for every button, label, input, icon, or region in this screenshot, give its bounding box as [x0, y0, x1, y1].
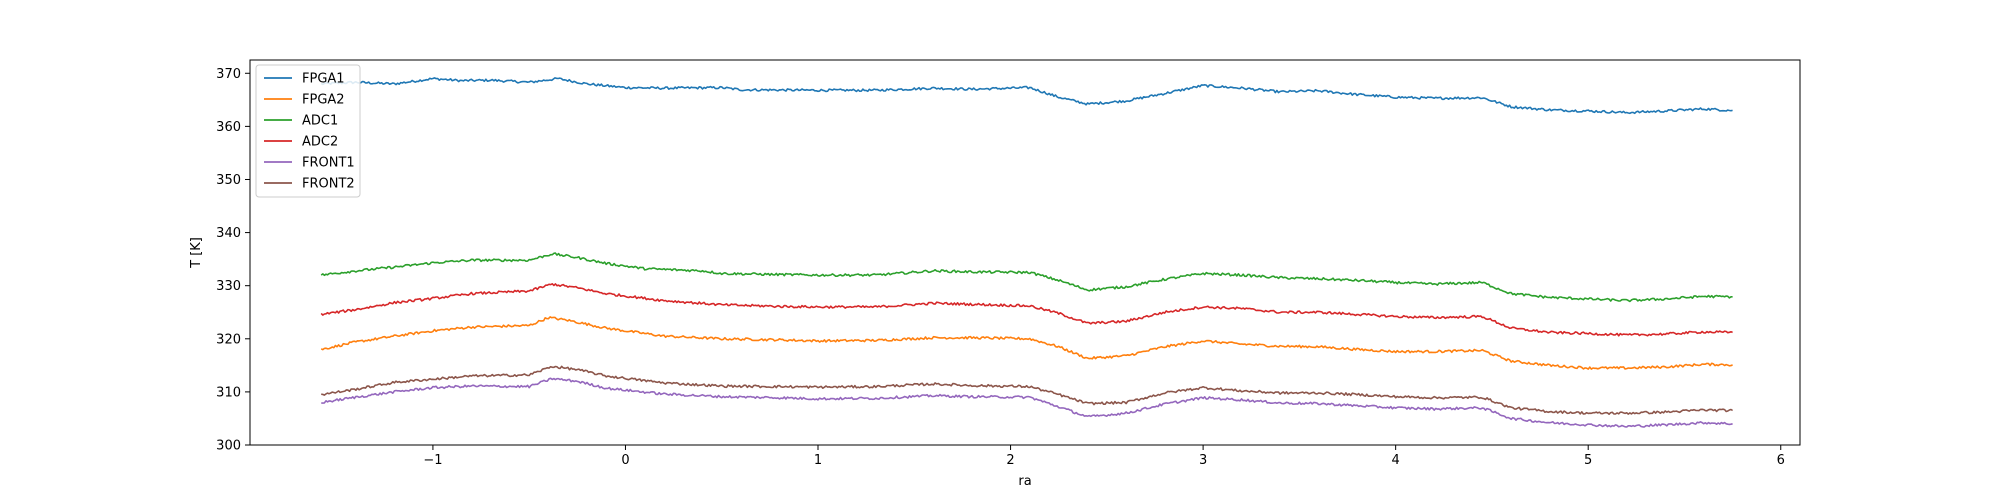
x-tick-label: 4 — [1392, 453, 1400, 468]
series-line-adc1 — [320, 252, 1733, 303]
y-tick-label: 370 — [216, 67, 241, 82]
x-tick-label: 5 — [1584, 453, 1592, 468]
x-tick-label: 6 — [1777, 453, 1785, 468]
legend-entry-adc2: ADC2 — [302, 135, 338, 150]
plot-lines — [320, 77, 1734, 428]
legend-entry-front1: FRONT1 — [302, 156, 355, 171]
legend: FPGA1 FPGA2 ADC1 ADC2 FRONT1 FRONT2 — [255, 64, 361, 198]
legend-entry-fpga2: FPGA2 — [302, 93, 345, 108]
y-axis-ticks: 300 310 320 330 340 350 360 370 — [216, 67, 250, 454]
series-line-front2 — [321, 365, 1734, 416]
series-line-adc2 — [320, 282, 1733, 337]
legend-entry-front2: FRONT2 — [302, 177, 355, 192]
plot-frame — [249, 59, 1801, 446]
y-tick-label: 320 — [216, 332, 241, 347]
x-tick-label: −1 — [423, 453, 442, 468]
x-tick-label: 3 — [1199, 453, 1207, 468]
x-tick-label: 2 — [1006, 453, 1014, 468]
y-axis-label: T [K] — [189, 237, 204, 269]
y-tick-label: 330 — [216, 279, 241, 294]
y-tick-label: 350 — [216, 173, 241, 188]
y-tick-label: 310 — [216, 385, 241, 400]
legend-box — [255, 64, 361, 198]
y-tick-label: 300 — [216, 439, 241, 454]
x-tick-label: 1 — [814, 453, 822, 468]
legend-entry-fpga1: FPGA1 — [302, 72, 345, 87]
series-line-fpga1 — [320, 77, 1733, 115]
legend-entry-adc1: ADC1 — [302, 114, 338, 129]
x-axis-label: ra — [1018, 474, 1031, 489]
series-line-fpga2 — [320, 316, 1733, 370]
y-tick-label: 360 — [216, 120, 241, 135]
y-tick-label: 340 — [216, 226, 241, 241]
series-line-front1 — [321, 377, 1733, 428]
x-axis-ticks: −1 0 1 2 3 4 5 6 — [423, 445, 1785, 468]
x-tick-label: 0 — [621, 453, 629, 468]
